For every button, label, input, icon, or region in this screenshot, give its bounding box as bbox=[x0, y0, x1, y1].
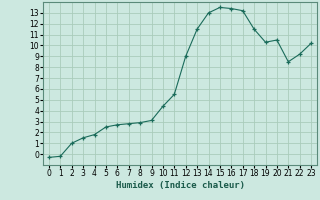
X-axis label: Humidex (Indice chaleur): Humidex (Indice chaleur) bbox=[116, 181, 244, 190]
